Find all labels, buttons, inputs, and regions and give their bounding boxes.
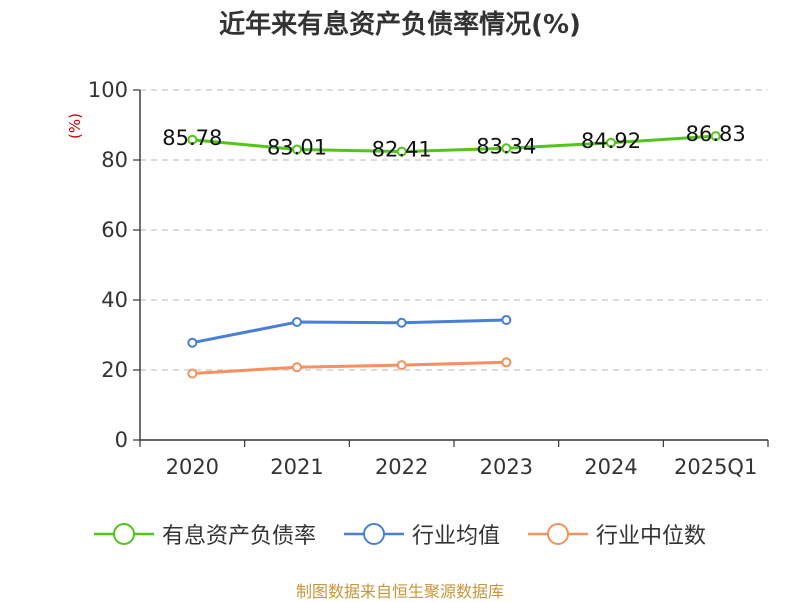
series-line	[192, 318, 507, 345]
data-label: 83.34	[476, 134, 536, 158]
x-tick-label: 2020	[166, 455, 219, 479]
data-point	[606, 137, 616, 148]
data-point	[396, 360, 407, 371]
y-tick-label: 80	[101, 148, 128, 172]
series-line	[192, 134, 716, 154]
x-tick-label: 2023	[480, 455, 533, 479]
chart-title: 近年来有息资产负债率情况(%)	[219, 10, 581, 40]
legend-swatch	[343, 523, 404, 545]
legend-item: 行业均值	[343, 518, 500, 550]
gridlines	[140, 89, 768, 371]
x-tick-label: 2022	[375, 455, 428, 479]
source-note: 制图数据来自恒生聚源数据库	[295, 582, 504, 601]
legend-label: 有息资产负债率	[161, 524, 316, 549]
data-label: 82.41	[372, 138, 432, 162]
series-lines	[187, 131, 721, 379]
legend-swatch	[93, 523, 154, 545]
data-label: 83.01	[267, 135, 327, 159]
y-tick-label: 100	[88, 78, 128, 102]
data-point	[292, 362, 302, 373]
axes: 0 20 40 60 80 100(%) 2020 2021 2022 2023 2024 2025Q…	[66, 78, 769, 479]
data-label: 85.78	[162, 126, 222, 150]
data-label: 84.92	[581, 129, 641, 153]
y-tick-label: 60	[101, 218, 128, 242]
data-point	[501, 314, 512, 325]
data-point	[396, 146, 407, 157]
y-tick-label: 0	[115, 428, 128, 452]
data-point	[292, 317, 302, 328]
legend-swatch	[528, 523, 588, 545]
series-line	[192, 360, 507, 375]
legend-item: 有息资产负债率	[93, 518, 316, 550]
y-tick-label: 40	[101, 288, 128, 312]
legend-label: 行业均值	[411, 524, 500, 549]
data-point	[501, 357, 512, 368]
data-point	[396, 317, 407, 328]
data-labels: 85.78 83.01 82.41 83.34 84.92 86.83	[162, 122, 745, 161]
data-point	[292, 144, 302, 155]
x-tick-label: 2025Q1	[674, 455, 757, 479]
legend: 有息资产负债率 行业均值 行业中位数	[0, 518, 800, 550]
y-tick-label: 20	[101, 358, 128, 382]
data-label: 86.83	[686, 122, 746, 146]
x-tick-label: 2024	[584, 455, 637, 479]
x-tick-label: 2021	[270, 455, 323, 479]
legend-label: 行业中位数	[596, 524, 707, 549]
y-axis-unit-label: (%)	[66, 113, 84, 139]
data-point	[187, 368, 198, 379]
data-point	[187, 337, 198, 348]
legend-item: 行业中位数	[528, 518, 706, 550]
data-point	[501, 143, 512, 154]
data-point	[187, 134, 198, 145]
data-point	[710, 131, 721, 142]
